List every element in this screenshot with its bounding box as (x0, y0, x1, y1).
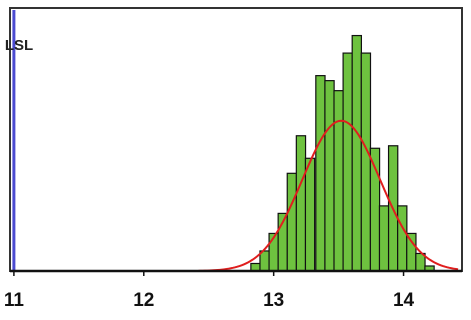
histogram-bar (360, 52, 372, 272)
x-tick-label: 14 (393, 290, 415, 311)
x-tick-label: 12 (133, 290, 154, 311)
histogram-bar (315, 75, 326, 272)
x-axis: 11 12 13 14 (4, 269, 462, 311)
x-tick-label: 11 (4, 290, 25, 311)
histogram-bar (397, 205, 408, 272)
histogram-bar (342, 52, 353, 272)
histogram-bar (304, 157, 316, 272)
histogram-bar (351, 34, 363, 272)
histogram-bar (295, 135, 307, 272)
fit-curve-layer (198, 119, 459, 272)
histogram-bar (286, 172, 298, 272)
lsl-label: LSL (5, 37, 33, 54)
reference-lines: LSL (5, 10, 33, 271)
histogram-bar (406, 232, 417, 272)
normal-fit-curve (198, 119, 459, 272)
histogram-bar (333, 90, 344, 272)
histogram-bar (324, 80, 335, 272)
histogram-bar (378, 205, 390, 272)
x-tick-label: 13 (263, 290, 284, 311)
